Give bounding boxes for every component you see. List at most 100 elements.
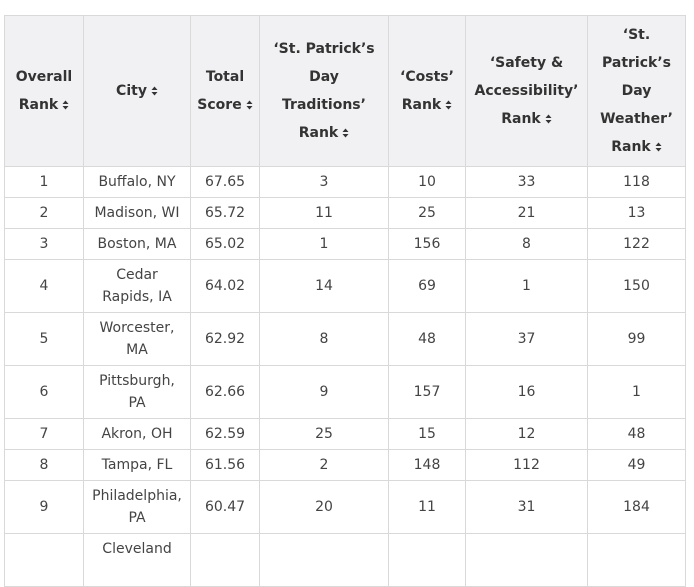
table-cell: 13 bbox=[587, 197, 686, 229]
table-cell: 37 bbox=[465, 312, 588, 366]
table-head: Overall Rank City Total Score ‘St. Patrick’… bbox=[4, 15, 686, 167]
header-row: Overall Rank City Total Score ‘St. Patrick’… bbox=[4, 15, 686, 167]
sort-icon[interactable] bbox=[62, 100, 69, 110]
table-cell: 8 bbox=[4, 449, 84, 481]
table-cell: Philadelphia, PA bbox=[83, 480, 191, 534]
table-cell: 7 bbox=[4, 418, 84, 450]
table-cell bbox=[4, 533, 84, 587]
ranking-table: Overall Rank City Total Score ‘St. Patrick’… bbox=[4, 15, 686, 587]
sort-icon[interactable] bbox=[246, 100, 253, 110]
table-cell: 69 bbox=[388, 259, 466, 313]
table-cell: 62.66 bbox=[190, 365, 260, 419]
table-cell: 1 bbox=[4, 166, 84, 198]
column-header[interactable]: ‘Costs’ Rank bbox=[388, 15, 466, 167]
table-row: 8 Tampa, FL 61.56 2 148 112 49 bbox=[4, 449, 686, 481]
sort-icon[interactable] bbox=[445, 100, 452, 110]
table-cell: 6 bbox=[4, 365, 84, 419]
table-cell bbox=[587, 533, 686, 587]
table-cell: 20 bbox=[259, 480, 389, 534]
table-cell: 62.59 bbox=[190, 418, 260, 450]
column-header[interactable]: Overall Rank bbox=[4, 15, 84, 167]
table-cell: Buffalo, NY bbox=[83, 166, 191, 198]
table-cell: 9 bbox=[4, 480, 84, 534]
table-cell bbox=[465, 533, 588, 587]
table-row: 7 Akron, OH 62.59 25 15 12 48 bbox=[4, 418, 686, 450]
table-cell: 62.92 bbox=[190, 312, 260, 366]
sort-icon[interactable] bbox=[655, 142, 662, 152]
table-cell: 5 bbox=[4, 312, 84, 366]
table-row: 4 Cedar Rapids, IA 64.02 14 69 1 150 bbox=[4, 259, 686, 313]
table-cell: 65.02 bbox=[190, 228, 260, 260]
table-cell: 2 bbox=[4, 197, 84, 229]
page: {"table": { "headers": ["Overall Rank", … bbox=[4, 15, 686, 587]
table-cell: 10 bbox=[388, 166, 466, 198]
header-text: City bbox=[116, 83, 147, 99]
table-cell: 1 bbox=[259, 228, 389, 260]
table-row: 1 Buffalo, NY 67.65 3 10 33 118 bbox=[4, 166, 686, 198]
table-cell: 157 bbox=[388, 365, 466, 419]
page-body: Overall Rank City Total Score ‘St. Patrick’… bbox=[4, 15, 686, 587]
table-cell: Madison, WI bbox=[83, 197, 191, 229]
table-cell: 9 bbox=[259, 365, 389, 419]
table-cell: 48 bbox=[587, 418, 686, 450]
table-row: 2 Madison, WI 65.72 11 25 21 13 bbox=[4, 197, 686, 229]
table-cell: 11 bbox=[259, 197, 389, 229]
table-cell: 122 bbox=[587, 228, 686, 260]
table-cell: 25 bbox=[259, 418, 389, 450]
header-text: ‘Safety & Accessibility’ Rank bbox=[474, 55, 579, 127]
table-body: 1 Buffalo, NY 67.65 3 10 33 118 2 Madison, WI 65.… bbox=[4, 166, 686, 587]
table-row: Cleveland bbox=[4, 533, 686, 587]
table-row: 9 Philadelphia, PA 60.47 20 11 31 184 bbox=[4, 480, 686, 534]
table-cell: 65.72 bbox=[190, 197, 260, 229]
header-text: ‘St. Patrick’s Day Weather’ Rank bbox=[600, 27, 673, 155]
table-cell: 8 bbox=[259, 312, 389, 366]
column-header[interactable]: ‘St. Patrick’s Day Traditions’ Rank bbox=[259, 15, 389, 167]
header-text: Overall Rank bbox=[15, 69, 73, 113]
table-cell: 61.56 bbox=[190, 449, 260, 481]
column-header[interactable]: Total Score bbox=[190, 15, 260, 167]
table-cell: Pittsburgh, PA bbox=[83, 365, 191, 419]
table-cell: Tampa, FL bbox=[83, 449, 191, 481]
table-cell: 3 bbox=[4, 228, 84, 260]
table-cell: 16 bbox=[465, 365, 588, 419]
sort-icon[interactable] bbox=[342, 128, 349, 138]
table-cell: 31 bbox=[465, 480, 588, 534]
table-cell: 67.65 bbox=[190, 166, 260, 198]
column-header[interactable]: City bbox=[83, 15, 191, 167]
table-cell bbox=[259, 533, 389, 587]
table-cell: Boston, MA bbox=[83, 228, 191, 260]
table-cell: Akron, OH bbox=[83, 418, 191, 450]
table-cell: 184 bbox=[587, 480, 686, 534]
table-cell: 2 bbox=[259, 449, 389, 481]
sort-icon[interactable] bbox=[545, 114, 552, 124]
table-cell: 15 bbox=[388, 418, 466, 450]
table-cell: 21 bbox=[465, 197, 588, 229]
sort-icon[interactable] bbox=[151, 86, 158, 96]
table-cell: 118 bbox=[587, 166, 686, 198]
table-cell: 60.47 bbox=[190, 480, 260, 534]
table-cell bbox=[190, 533, 260, 587]
table-cell: Cleveland bbox=[83, 533, 191, 587]
table-cell: 148 bbox=[388, 449, 466, 481]
table-cell bbox=[388, 533, 466, 587]
table-cell: 12 bbox=[465, 418, 588, 450]
table-cell: 11 bbox=[388, 480, 466, 534]
table-cell: 112 bbox=[465, 449, 588, 481]
table-row: 3 Boston, MA 65.02 1 156 8 122 bbox=[4, 228, 686, 260]
table-wrap: Overall Rank City Total Score ‘St. Patrick’… bbox=[4, 15, 686, 587]
table-cell: 4 bbox=[4, 259, 84, 313]
table-cell: 156 bbox=[388, 228, 466, 260]
table-cell: Worcester, MA bbox=[83, 312, 191, 366]
table-cell: 3 bbox=[259, 166, 389, 198]
table-cell: 150 bbox=[587, 259, 686, 313]
header-text: ‘St. Patrick’s Day Traditions’ Rank bbox=[273, 41, 375, 141]
table-cell: 33 bbox=[465, 166, 588, 198]
table-cell: 25 bbox=[388, 197, 466, 229]
table-cell: 8 bbox=[465, 228, 588, 260]
column-header[interactable]: ‘St. Patrick’s Day Weather’ Rank bbox=[587, 15, 686, 167]
table-cell: Cedar Rapids, IA bbox=[83, 259, 191, 313]
column-header[interactable]: ‘Safety & Accessibility’ Rank bbox=[465, 15, 588, 167]
table-cell: 48 bbox=[388, 312, 466, 366]
table-cell: 14 bbox=[259, 259, 389, 313]
header-text: Total Score bbox=[197, 69, 245, 113]
